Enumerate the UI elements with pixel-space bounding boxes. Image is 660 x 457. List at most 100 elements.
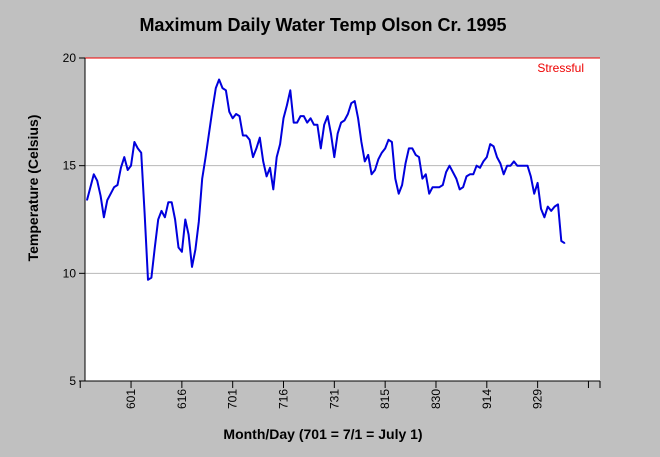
x-tick-label: 601 <box>124 389 138 409</box>
data-point <box>320 147 322 150</box>
data-point <box>188 233 190 236</box>
data-point <box>86 199 88 201</box>
data-point <box>177 246 180 249</box>
data-point <box>208 132 210 134</box>
data-point <box>448 165 451 167</box>
data-point <box>394 177 396 180</box>
data-point <box>357 117 359 119</box>
data-point <box>299 115 302 117</box>
data-point <box>191 266 193 268</box>
data-point <box>462 186 464 188</box>
data-point <box>99 195 102 197</box>
data-point <box>435 186 437 188</box>
data-point <box>133 141 136 143</box>
x-tick-label: 616 <box>175 389 189 409</box>
data-point <box>211 109 213 111</box>
data-point <box>482 160 485 162</box>
data-point <box>530 175 532 178</box>
data-point <box>459 188 461 190</box>
data-point <box>560 240 562 242</box>
data-point <box>232 117 234 119</box>
data-point <box>289 89 291 91</box>
data-point <box>553 205 556 208</box>
data-point <box>171 201 173 203</box>
data-point <box>428 193 430 195</box>
data-point <box>540 208 542 210</box>
data-point <box>174 218 176 221</box>
data-point <box>116 184 119 186</box>
data-point <box>204 156 207 158</box>
data-point <box>160 210 163 212</box>
data-point <box>472 173 474 175</box>
data-point <box>157 218 159 221</box>
x-ticks: 601 616 701 716 731 815 830 914 929 <box>79 381 601 409</box>
data-point <box>476 165 478 167</box>
data-point <box>140 152 142 154</box>
data-point <box>384 147 386 150</box>
data-point <box>340 122 342 124</box>
data-point <box>326 115 329 117</box>
data-point <box>164 216 166 218</box>
data-point <box>438 186 440 188</box>
data-point <box>265 175 268 178</box>
data-point <box>523 165 525 167</box>
data-point <box>103 216 105 218</box>
data-point <box>387 139 390 141</box>
data-point <box>469 173 471 175</box>
data-point <box>215 87 217 89</box>
data-point <box>296 122 298 124</box>
data-point <box>421 177 424 180</box>
data-point <box>465 175 468 178</box>
threshold-label: Stressful <box>537 61 584 75</box>
data-point <box>354 100 356 102</box>
data-point <box>404 162 407 165</box>
data-point <box>242 134 244 137</box>
data-point <box>364 160 366 162</box>
data-point <box>293 122 295 124</box>
data-point <box>89 186 91 188</box>
data-point <box>377 158 379 160</box>
data-point <box>452 171 454 173</box>
data-point <box>137 147 139 150</box>
data-point <box>313 124 315 126</box>
data-point <box>252 156 254 158</box>
data-point <box>238 115 241 117</box>
data-point <box>194 249 197 251</box>
data-point <box>127 169 129 171</box>
data-point <box>218 78 220 81</box>
data-point <box>93 173 95 175</box>
data-point <box>371 173 373 175</box>
data-point <box>343 119 346 122</box>
x-axis-label: Month/Day (701 = 7/1 = July 1) <box>223 426 422 442</box>
data-point <box>381 152 383 154</box>
data-points <box>86 78 566 281</box>
data-point <box>316 124 318 126</box>
data-point <box>431 186 434 188</box>
data-point <box>513 160 515 162</box>
data-point <box>455 177 457 180</box>
data-point <box>255 147 258 150</box>
data-point <box>445 171 447 173</box>
data-point <box>411 147 413 150</box>
x-tick-label: 701 <box>226 389 240 409</box>
chart-title: Maximum Daily Water Temp Olson Cr. 1995 <box>139 15 506 35</box>
data-point <box>235 113 237 115</box>
data-point <box>347 113 349 115</box>
data-point <box>506 165 508 167</box>
data-point <box>96 180 98 182</box>
data-point <box>130 165 132 167</box>
data-point <box>225 89 227 91</box>
y-tick-label: 5 <box>69 374 76 388</box>
data-point <box>249 139 251 141</box>
data-point <box>503 173 505 175</box>
data-point <box>543 216 546 218</box>
data-point <box>150 277 152 279</box>
data-point <box>269 167 271 169</box>
data-point <box>113 186 115 188</box>
data-point <box>221 87 224 89</box>
data-point <box>333 156 335 158</box>
data-point <box>228 111 230 113</box>
data-point <box>147 279 149 281</box>
data-point <box>499 162 501 165</box>
